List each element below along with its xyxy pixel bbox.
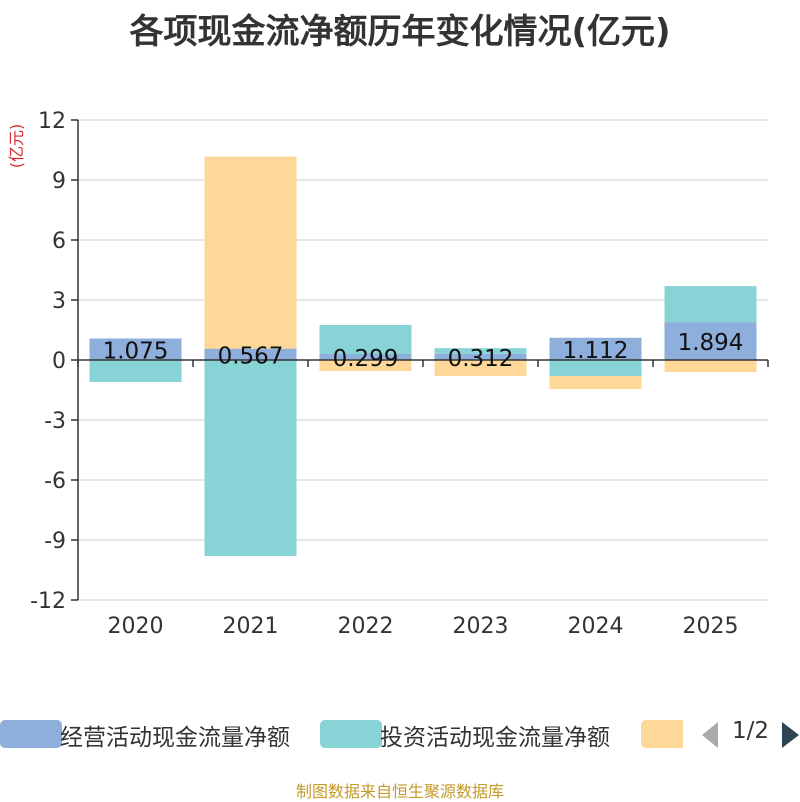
legend-swatch-financing	[641, 720, 683, 748]
source-note: 制图数据来自恒生聚源数据库	[295, 782, 504, 801]
bar-2025-series-1	[664, 286, 757, 323]
grid-layer	[78, 119, 768, 601]
x-tick-label: 2025	[683, 614, 739, 639]
y-tick-label: -12	[30, 589, 66, 614]
data-label: 1.112	[563, 338, 629, 364]
bar-2022-series-2	[319, 360, 412, 371]
y-tick-label: -6	[44, 469, 66, 494]
y-tick-label: 3	[52, 289, 66, 314]
y-tick-label: 9	[52, 169, 66, 194]
x-tick-label: 2024	[568, 614, 624, 639]
data-label: 1.894	[678, 330, 744, 356]
legend-swatch-investing	[320, 720, 382, 748]
bar-2023-series-0	[434, 353, 527, 360]
bar-2023-series-2	[434, 360, 527, 376]
y-tick-label: 12	[38, 109, 66, 134]
bar-2023-series-1	[434, 348, 527, 354]
axis-layer: 12 9 6 3 0 -3 -6 -9 -12 (亿元) 2020 2021 2022 2023 2024 2…	[7, 109, 769, 639]
bar-2024-series-1	[549, 360, 642, 376]
bar-2021-series-1	[204, 360, 297, 556]
data-label: 0.567	[218, 343, 284, 369]
bar-2020-series-0	[89, 338, 182, 360]
bar-2022-series-0	[319, 354, 412, 360]
bar-2021-series-2	[204, 156, 297, 349]
bar-2024-series-0	[549, 337, 642, 360]
data-label: 0.299	[333, 346, 399, 372]
triangle-right-icon[interactable]	[782, 722, 799, 748]
bar-2020-series-1	[89, 360, 182, 382]
y-tick-label: 6	[52, 229, 66, 254]
x-tick-label: 2022	[338, 614, 394, 639]
y-tick-label: -9	[44, 529, 66, 554]
legend-swatch-operating	[0, 720, 62, 748]
y-tick-label: -3	[44, 409, 66, 434]
pager-text: 1/2	[732, 718, 770, 744]
bar-2022-series-1	[319, 325, 412, 355]
legend-label-operating: 经营活动现金流量净额	[60, 725, 290, 751]
bar-2021-series-0	[204, 348, 297, 360]
bar-2025-series-2	[664, 360, 757, 372]
y-tick-label: 0	[52, 349, 66, 374]
triangle-left-icon[interactable]	[702, 722, 718, 748]
chart-title: 各项现金流净额历年变化情况(亿元)	[129, 12, 671, 52]
y-axis-unit-label: (亿元)	[7, 124, 26, 169]
legend-pager: 1/2	[700, 716, 800, 752]
bar-2025-series-0	[664, 322, 757, 360]
x-tick-label: 2021	[223, 614, 279, 639]
data-label: 0.312	[448, 346, 514, 372]
bar-layer	[89, 156, 757, 556]
x-tick-label: 2023	[453, 614, 509, 639]
x-tick-label: 2020	[108, 614, 164, 639]
data-label-layer: 1.075 0.567 0.299 0.312 1.112 1.894	[103, 330, 744, 372]
data-label: 1.075	[103, 338, 169, 364]
bar-2024-series-2	[549, 376, 642, 389]
legend-label-investing: 投资活动现金流量净额	[380, 725, 610, 751]
